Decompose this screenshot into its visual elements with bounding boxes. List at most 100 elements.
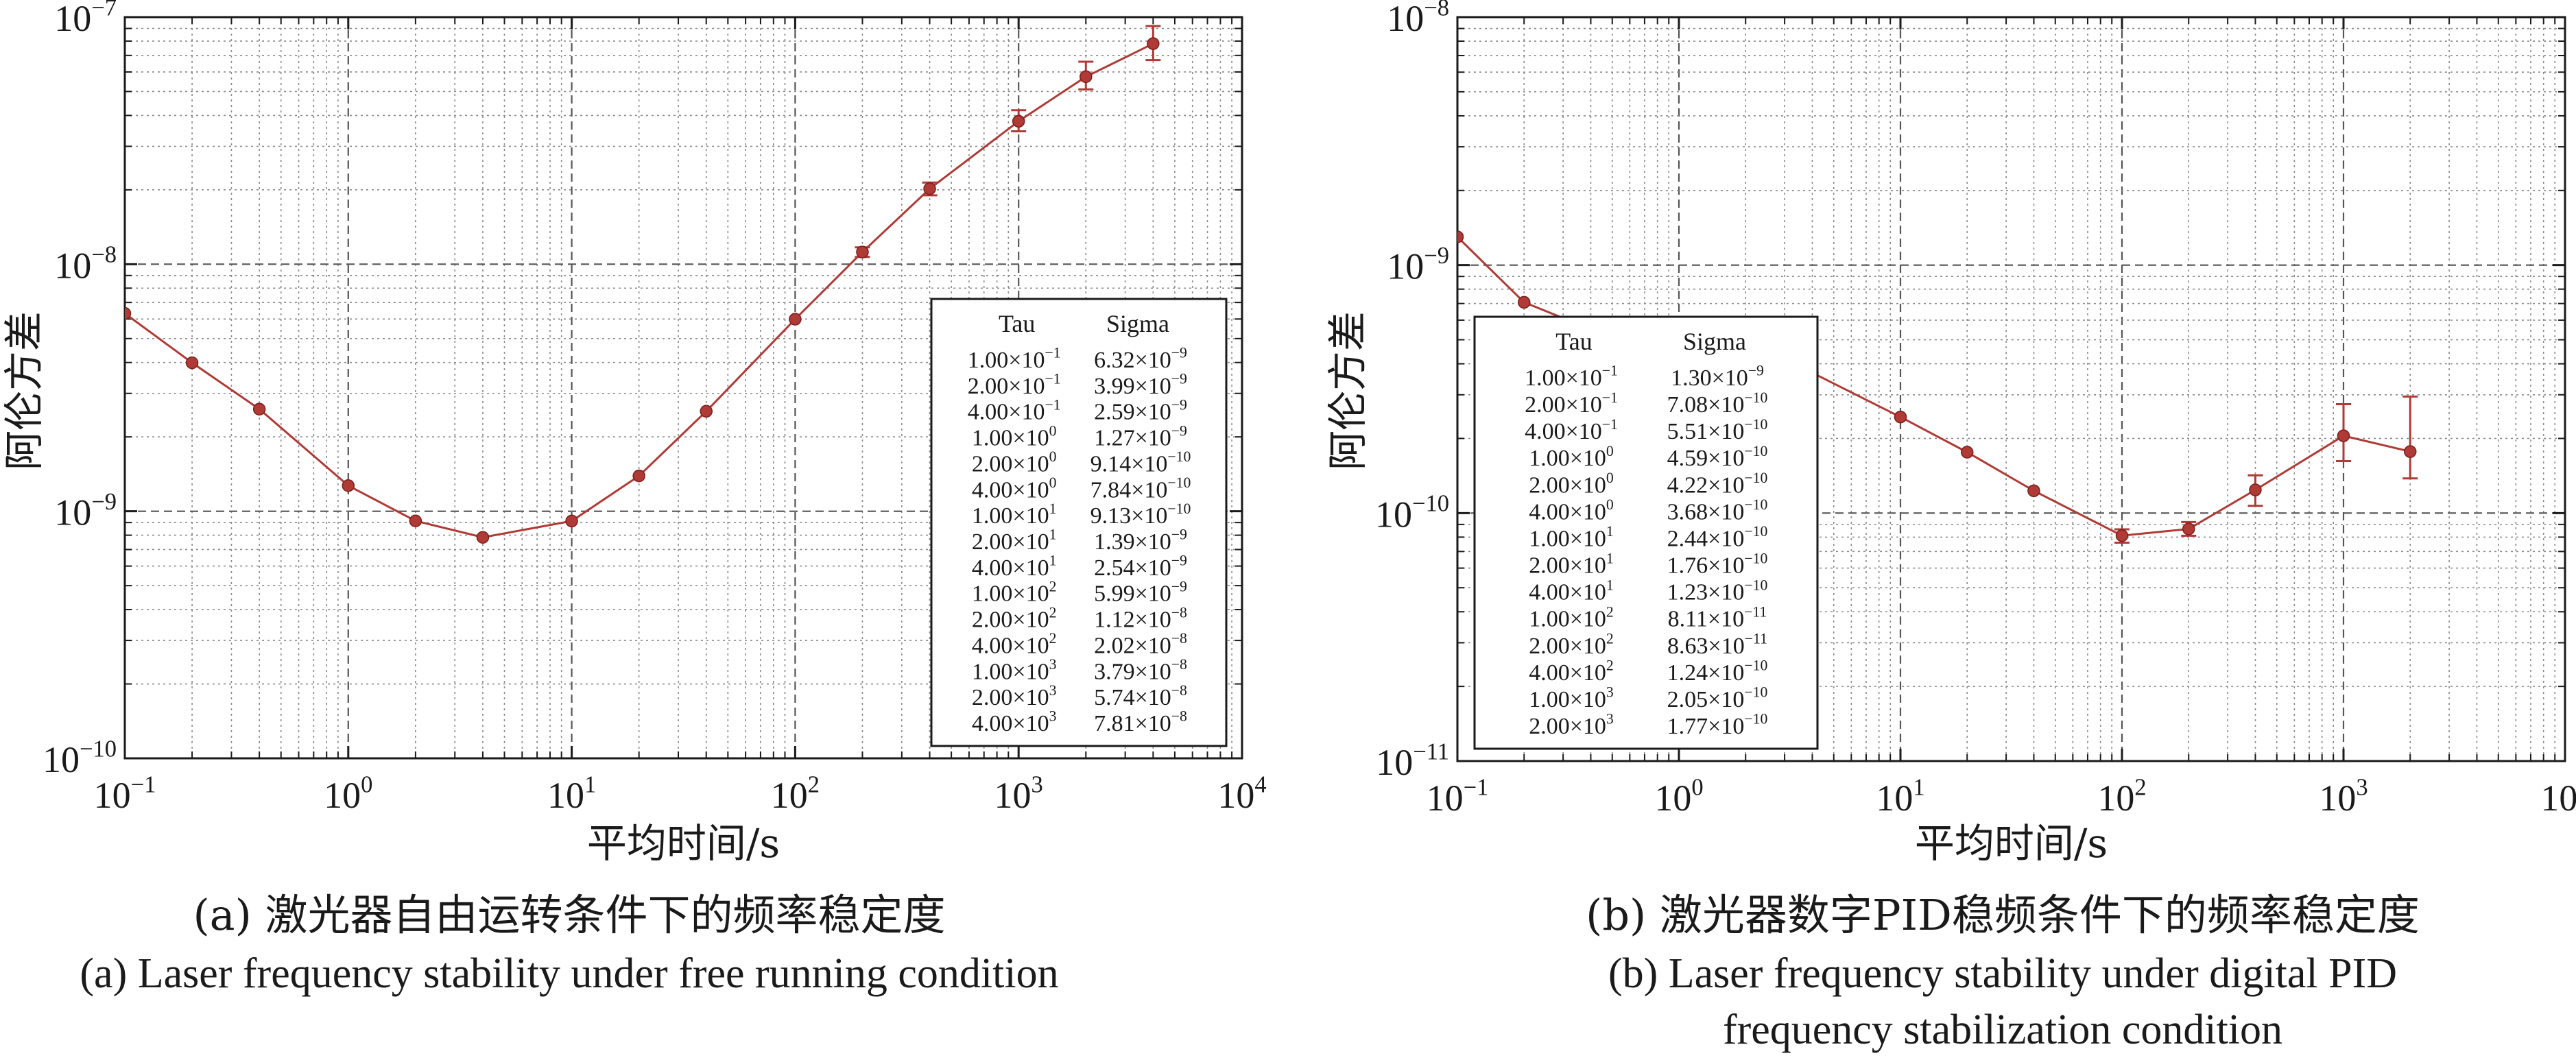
x-tick-label-exp: 2 xyxy=(808,771,820,797)
table-cell-sigma-exp: −10 xyxy=(1167,501,1191,517)
table-cell-tau: 1.00×10−1 xyxy=(968,345,1061,373)
y-tick-label-exp: −11 xyxy=(1413,738,1449,764)
table-cell-tau: 4.00×101 xyxy=(972,553,1057,581)
data-point xyxy=(1147,37,1160,50)
y-tick-label-base: 10 xyxy=(54,492,91,533)
table-cell-sigma-exp: −9 xyxy=(1171,371,1187,387)
table-cell-tau-base: 2.00×10 xyxy=(1529,472,1606,498)
x-tick-label: 10−1 xyxy=(94,771,156,816)
table-cell-tau-base: 4.00×10 xyxy=(972,477,1049,503)
table-cell-sigma: 2.54×10−9 xyxy=(1094,553,1187,581)
table-cell-tau-exp: 0 xyxy=(1606,443,1614,459)
table-cell-sigma-exp: −10 xyxy=(1744,550,1767,566)
table-cell-sigma-exp: −11 xyxy=(1745,630,1767,647)
y-tick-label-base: 10 xyxy=(1376,742,1413,783)
x-tick-label: 102 xyxy=(771,771,820,816)
x-tick-label: 101 xyxy=(547,771,596,816)
table-cell-tau-exp: 1 xyxy=(1606,550,1614,566)
table-cell-tau-exp: −1 xyxy=(1045,396,1060,413)
table-cell-sigma-base: 4.59×10 xyxy=(1667,446,1745,471)
y-tick-label: 10−10 xyxy=(43,736,117,780)
x-tick-label-exp: 0 xyxy=(361,771,372,797)
table-cell-sigma-base: 2.02×10 xyxy=(1094,633,1171,658)
data-point xyxy=(2249,483,2262,496)
plot-frame xyxy=(123,16,1243,760)
data-point xyxy=(342,479,355,492)
x-tick-label-base: 10 xyxy=(1654,778,1691,819)
x-tick-label-exp: 3 xyxy=(1031,771,1043,797)
x-tick-label-base: 10 xyxy=(547,775,584,816)
y-tick-label-base: 10 xyxy=(1387,246,1424,287)
table-cell-tau-exp: 3 xyxy=(1606,684,1614,701)
axis-ticks xyxy=(123,16,1243,760)
table-cell-sigma: 9.14×10−10 xyxy=(1090,448,1191,477)
table-cell-tau: 2.00×103 xyxy=(1529,711,1614,739)
table-cell-tau-base: 1.00×10 xyxy=(1529,607,1606,632)
y-tick-label: 10−9 xyxy=(1387,243,1449,287)
table-cell-tau-exp: 2 xyxy=(1049,604,1057,621)
table-cell-sigma-base: 5.74×10 xyxy=(1094,685,1171,710)
y-tick-label-exp: −8 xyxy=(1424,0,1449,21)
x-tick-label-exp: 4 xyxy=(1254,771,1266,797)
table-cell-tau: 4.00×102 xyxy=(1529,658,1614,686)
table-cell-tau: 4.00×10−1 xyxy=(1525,416,1618,444)
table-cell-tau-exp: 1 xyxy=(1606,523,1614,540)
y-tick-label: 10−11 xyxy=(1376,738,1449,783)
table-cell-sigma: 2.02×10−8 xyxy=(1094,630,1187,658)
data-point xyxy=(185,356,199,370)
table-cell-sigma: 1.24×10−10 xyxy=(1667,658,1768,686)
table-cell-sigma-base: 1.12×10 xyxy=(1094,607,1171,633)
table-cell-sigma: 7.84×10−10 xyxy=(1090,474,1191,503)
table-cell-tau: 4.00×100 xyxy=(1529,496,1614,525)
y-tick-label: 10−9 xyxy=(54,489,117,533)
data-table-box xyxy=(1473,315,1819,750)
table-cell-sigma-exp: −8 xyxy=(1171,630,1187,647)
data-point xyxy=(2403,445,2417,458)
table-cell-tau-exp: −1 xyxy=(1045,371,1060,387)
table-cell-sigma-base: 4.22×10 xyxy=(1667,472,1745,498)
table-cell-tau: 1.00×101 xyxy=(1529,523,1614,551)
data-point xyxy=(1080,70,1093,84)
table-cell-sigma: 2.05×10−10 xyxy=(1667,684,1768,712)
table-cell-sigma: 5.99×10−9 xyxy=(1094,578,1187,606)
caption-b-english-line2: frequency stabilization condition xyxy=(1722,1007,2283,1053)
chart-panel-a: 10−1 100 101 102 103 10410−1010−910−810−7平均时间… xyxy=(1,0,1267,867)
x-tick-label-base: 10 xyxy=(994,775,1031,816)
table-cell-tau-base: 1.00×10 xyxy=(1529,526,1606,551)
table-cell-tau-base: 4.00×10 xyxy=(1529,660,1606,686)
table-cell-sigma-base: 8.63×10 xyxy=(1667,634,1745,659)
x-tick-label-base: 10 xyxy=(1217,775,1254,816)
x-tick-label: 103 xyxy=(2319,774,2368,819)
table-cell-tau-base: 4.00×10 xyxy=(968,400,1045,425)
table-cell-tau-base: 2.00×10 xyxy=(968,374,1045,399)
table-cell-sigma-exp: −9 xyxy=(1171,396,1187,413)
y-tick-label-base: 10 xyxy=(43,739,80,780)
table-cell-tau: 2.00×100 xyxy=(972,448,1057,477)
table-cell-tau: 1.00×103 xyxy=(972,656,1057,684)
table-cell-sigma-exp: −8 xyxy=(1171,656,1187,673)
table-cell-sigma-base: 3.68×10 xyxy=(1667,499,1745,525)
table-cell-tau-exp: 1 xyxy=(1049,527,1057,543)
table-cell-sigma-base: 8.11×10 xyxy=(1668,607,1744,632)
y-tick-label-base: 10 xyxy=(54,245,91,286)
table-cell-sigma: 8.11×10−11 xyxy=(1668,603,1767,631)
data-point xyxy=(2337,429,2350,442)
table-cell-sigma-base: 9.13×10 xyxy=(1090,503,1168,529)
table-cell-tau-exp: −1 xyxy=(1045,345,1060,361)
y-tick-label-base: 10 xyxy=(54,0,91,39)
data-point xyxy=(409,514,422,527)
table-cell-tau-base: 4.00×10 xyxy=(1525,419,1602,444)
data-point xyxy=(1012,115,1025,128)
table-cell-tau-exp: 3 xyxy=(1606,711,1614,727)
table-cell-tau-base: 2.00×10 xyxy=(972,685,1049,710)
table-cell-tau-base: 2.00×10 xyxy=(1529,714,1606,739)
x-axis-label: 平均时间/s xyxy=(587,820,780,867)
table-cell-tau-exp: −1 xyxy=(1602,389,1618,406)
y-tick-label-exp: −9 xyxy=(91,489,117,515)
table-header-sigma: Sigma xyxy=(1683,328,1746,355)
table-cell-tau: 1.00×103 xyxy=(1529,684,1614,712)
x-axis-label: 平均时间/s xyxy=(1915,820,2108,867)
x-tick-label-exp: 1 xyxy=(1913,774,1924,800)
data-point xyxy=(632,469,645,483)
